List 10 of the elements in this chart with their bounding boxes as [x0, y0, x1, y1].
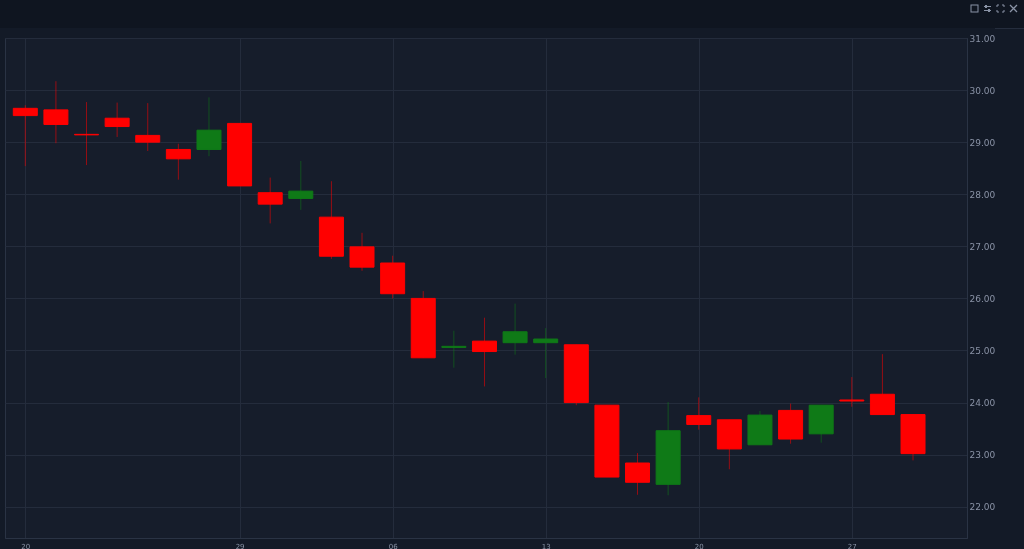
y-tick-label: 22.00: [969, 502, 996, 513]
y-tick-label: 31.00: [969, 33, 996, 44]
y-tick-label: 26.00: [969, 293, 996, 304]
y-tick-label: 30.00: [969, 85, 996, 96]
y-tick-label: 23.00: [969, 450, 996, 461]
y-tick-label: 28.00: [969, 189, 996, 200]
y-tick-label: 29.00: [969, 137, 996, 148]
y-tick-label: 24.00: [969, 398, 996, 409]
y-tick-label: 25.00: [969, 346, 996, 356]
y-tick-label: 27.00: [969, 241, 996, 252]
